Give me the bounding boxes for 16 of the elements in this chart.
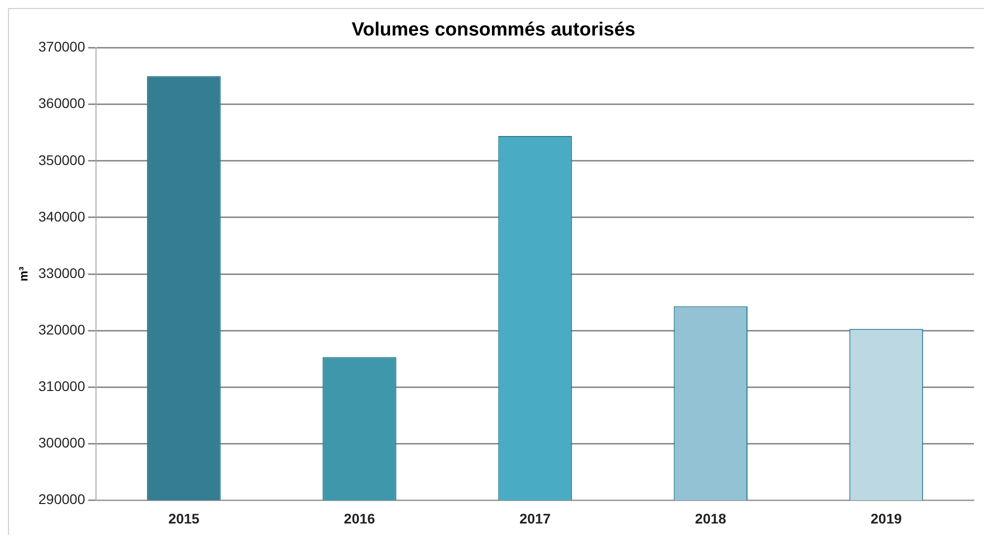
y-tick-label: 370000 [38,38,86,55]
y-axis-title: m³ [16,266,31,282]
y-tick-label: 360000 [38,95,86,112]
x-tick-label: 2018 [695,510,726,526]
chart-title: Volumes consommés autorisés [352,20,636,41]
y-tick-label: 300000 [38,434,86,451]
y-tick-label: 290000 [38,491,86,508]
x-tick-label: 2016 [344,510,376,526]
y-tick-label: 330000 [38,264,86,281]
x-tick-label: 2019 [870,510,902,526]
y-tick-label: 310000 [38,378,86,394]
y-tick-label: 350000 [38,152,86,168]
y-tick-label: 340000 [38,208,86,224]
x-tick-label: 2017 [519,510,551,526]
y-tick-label: 320000 [38,321,86,338]
x-tick-label: 2015 [168,510,200,526]
